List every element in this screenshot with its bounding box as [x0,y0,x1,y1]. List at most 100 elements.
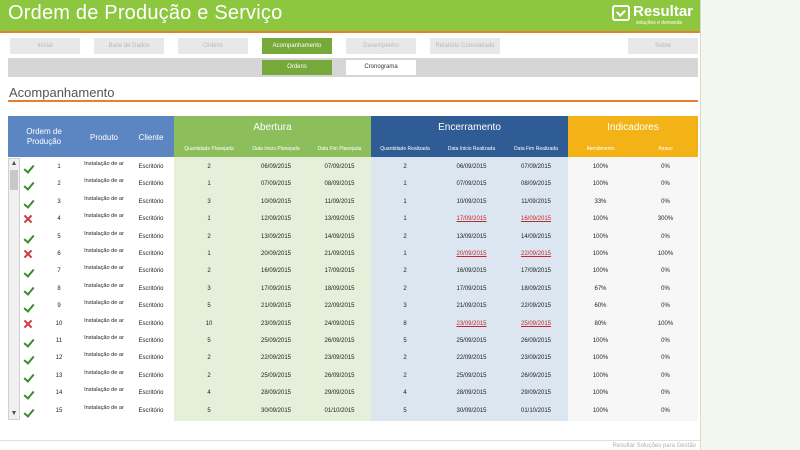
check-icon [25,302,31,311]
cell-qr: 8 [403,320,407,327]
cell-produto: Instalação de ar [84,230,124,237]
logo-name: Resultar [633,3,694,20]
cell-dfp: 18/09/2015 [324,285,355,292]
cell-qp: 5 [207,407,211,414]
cell-dfp: 26/09/2015 [324,372,355,379]
cell-dir: 16/09/2015 [456,268,487,275]
abertura-column-bg [174,157,371,421]
cell-ordem: 1 [57,164,61,170]
cell-ordem: 7 [57,268,61,275]
cell-qr: 2 [403,164,407,170]
cell-dfr: 11/09/2015 [521,198,551,205]
check-icon [25,198,31,207]
right-empty-pane [700,0,800,450]
cell-ordem: 9 [57,303,61,310]
cell-dip: 25/09/2015 [260,338,292,344]
table-row[interactable]: 13 Instalação de ar Escritório 2 25/09/2015 2… [8,368,698,385]
cell-dir: 30/09/2015 [456,407,487,414]
cell-dir: 10/09/2015 [456,198,487,205]
table-row[interactable]: 10 Instalação de ar Escritório 10 23/09/2015… [8,316,698,333]
cell-cliente: Escritório [138,407,164,414]
table-row[interactable]: 5 Instalação de ar Escritório 2 13/09/2015 14… [8,229,698,246]
table-row[interactable]: 8 Instalação de ar Escritório 3 17/09/2015 18… [8,281,698,298]
cell-dfp: 11/09/2015 [324,198,355,205]
cell-cliente: Escritório [138,164,164,170]
cell-atraso: 0% [661,181,670,188]
cell-produto: Instalação de ar [84,317,124,324]
table-row[interactable]: 1 Instalação de ar Escritório 2 06/09/2015 07… [8,159,698,176]
nav-base-de-dados-button[interactable]: Base de Dados [94,38,164,54]
table-row[interactable]: 15 Instalação de ar Escritório 5 30/09/2015 0… [8,403,698,420]
table-row[interactable]: 6 Instalação de ar Escritório 1 20/09/2015 21… [8,246,698,263]
nav-ordens-button[interactable]: Ordens [178,38,248,54]
subnav-ordens-button[interactable]: Ordens [262,60,332,75]
cell-ordem: 8 [57,285,61,292]
nav-inicial-button[interactable]: Inicial [10,38,80,54]
cell-atraso: 0% [661,372,670,379]
cell-dir: 20/09/2015 [456,251,487,257]
nav-sobre-button[interactable]: Sobre [628,38,698,54]
cell-dir: 23/09/2015 [456,320,487,327]
cell-produto: Instalação de ar [84,352,124,359]
cell-cliente: Escritório [138,338,164,344]
cell-atend: 100% [592,390,609,397]
cell-qr: 1 [403,216,407,223]
header-ordem: Ordem de Produção [26,127,62,146]
check-icon [25,372,31,381]
nav-desempenho-button[interactable]: Desempenho [346,38,416,54]
cross-icon [24,215,32,223]
table-row[interactable]: 2 Instalação de ar Escritório 1 07/09/2015 08… [8,176,698,193]
cell-dip: 30/09/2015 [260,407,292,414]
nav-acompanhamento-button[interactable]: Acompanhamento [262,38,332,54]
table-row[interactable]: 9 Instalação de ar Escritório 5 21/09/2015 22… [8,298,698,315]
cell-qr: 1 [403,198,407,205]
cell-produto: Instalação de ar [84,369,124,376]
cell-qp: 2 [207,233,211,240]
cell-atend: 100% [592,164,609,170]
table-row[interactable]: 12 Instalação de ar Escritório 2 22/09/2015 2… [8,350,698,367]
cell-produto: Instalação de ar [84,213,124,220]
cell-atend: 67% [594,285,607,292]
cell-dir: 25/09/2015 [456,338,487,344]
cell-dir: 28/09/2015 [456,390,487,397]
app-title: Ordem de Produção e Serviço [8,2,283,24]
cell-atraso: 100% [657,251,674,257]
cell-dir: 06/09/2015 [456,164,487,170]
cell-qp: 5 [207,338,211,344]
table-scrollbar[interactable]: ▲ ▼ [8,158,20,420]
nav-relatorio-consolidado-button[interactable]: Relatório Consolidado [430,38,500,54]
cell-dfr: 18/09/2015 [520,285,552,292]
cell-produto: Instalação de ar [84,300,124,307]
scroll-down-icon[interactable]: ▼ [10,410,18,417]
cell-qp: 2 [207,268,211,275]
cell-dfp: 21/09/2015 [324,251,355,257]
table-row[interactable]: 11 Instalação de ar Escritório 5 25/09/2015 2… [8,333,698,350]
header-abertura: Abertura [253,121,292,133]
cell-atraso: 0% [661,268,670,275]
cell-dip: 21/09/2015 [260,303,292,310]
subnav-cronograma-button[interactable]: Cronograma [346,60,416,75]
cell-ordem: 10 [55,320,63,327]
table-row[interactable]: 3 Instalação de ar Escritório 3 10/09/2015 11… [8,194,698,211]
table-row[interactable]: 4 Instalação de ar Escritório 1 12/09/2015 13… [8,211,698,228]
indicadores-column-bg [568,157,698,421]
table-row[interactable]: 7 Instalação de ar Escritório 2 16/09/2015 17… [8,263,698,280]
cell-atend: 100% [592,268,609,275]
scroll-up-icon[interactable]: ▲ [10,160,18,167]
cell-dfr: 01/10/2015 [520,407,552,414]
footer-divider [0,440,700,441]
table-header-left [8,116,174,157]
cell-atraso: 0% [661,164,670,170]
cell-dfp: 13/09/2015 [324,216,355,223]
cell-qr: 1 [403,181,407,188]
scroll-thumb[interactable] [10,170,18,190]
cell-atend: 100% [592,216,609,223]
cell-atraso: 0% [661,285,670,292]
cell-produto: Instalação de ar [84,265,124,272]
cell-atend: 33% [594,198,607,205]
cell-atraso: 0% [661,338,670,344]
cell-produto: Instalação de ar [84,335,124,341]
cell-qr: 2 [403,372,407,379]
table-row[interactable]: 14 Instalação de ar Escritório 4 28/09/2015 2… [8,385,698,402]
cell-dfr: 14/09/2015 [520,233,552,240]
